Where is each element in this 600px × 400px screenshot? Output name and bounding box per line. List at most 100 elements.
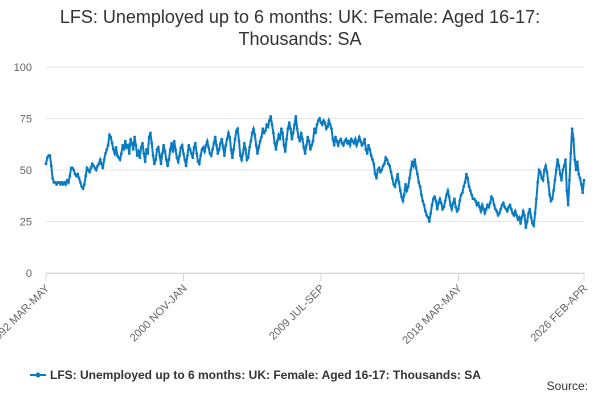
x-tick-label: 2026 FEB-APR [528, 283, 590, 345]
data-point [564, 158, 567, 162]
data-point [558, 172, 562, 176]
data-point [102, 158, 106, 162]
data-point [460, 191, 464, 195]
data-point [164, 158, 168, 162]
data-point [410, 160, 414, 164]
legend-label: LFS: Unemployed up to 6 months: UK: Fema… [50, 368, 481, 382]
data-point [523, 213, 526, 217]
data-point [386, 162, 390, 166]
data-point [562, 164, 566, 168]
data-point [230, 156, 234, 160]
data-point [215, 143, 218, 147]
data-point [195, 152, 199, 155]
x-tick-label: 2009 JUL-SEP [267, 283, 327, 343]
x-tick-label: 2000 NOV-JAN [128, 283, 190, 345]
data-point [504, 207, 508, 211]
data-point [409, 168, 413, 172]
data-point [568, 178, 571, 182]
data-point [207, 145, 210, 149]
data-point [75, 174, 78, 178]
data-point [376, 168, 380, 172]
data-point [487, 205, 491, 209]
data-point [246, 156, 250, 160]
data-point [457, 207, 460, 211]
data-point [244, 148, 248, 151]
data-point [442, 205, 446, 209]
data-point [228, 135, 232, 139]
data-point [520, 215, 524, 219]
data-point [472, 197, 476, 201]
data-point [166, 164, 170, 168]
data-point [109, 135, 113, 139]
data-point [188, 148, 192, 151]
y-tick-label: 75 [20, 114, 32, 126]
data-point [241, 152, 245, 155]
data-point [441, 207, 444, 211]
data-point [464, 172, 468, 176]
data-point [113, 152, 117, 155]
data-point [537, 168, 541, 172]
data-point [375, 176, 378, 180]
data-point [334, 135, 337, 139]
data-point [560, 178, 563, 182]
data-point [433, 195, 437, 199]
data-point [527, 211, 530, 215]
data-point [439, 201, 443, 205]
data-point [546, 180, 550, 184]
data-point [192, 145, 196, 149]
data-point [183, 158, 187, 162]
data-point [223, 154, 226, 157]
data-point [544, 164, 548, 168]
data-point [507, 205, 511, 209]
data-point [525, 220, 529, 223]
data-point [254, 143, 258, 147]
data-point [498, 211, 501, 215]
data-point [163, 150, 167, 153]
data-point [427, 220, 431, 223]
data-point [377, 166, 381, 170]
data-point [327, 119, 331, 122]
data-point [390, 176, 394, 180]
data-point [416, 172, 419, 176]
data-point [123, 139, 127, 143]
data-point [257, 145, 261, 149]
data-point [85, 166, 89, 170]
data-point [65, 178, 69, 182]
data-point [225, 137, 229, 141]
data-point [431, 197, 435, 201]
x-tick-label: 1992 MAR-MAY [0, 282, 53, 347]
data-point [135, 154, 139, 157]
data-point [72, 168, 76, 172]
data-point [208, 152, 212, 155]
data-point [404, 183, 407, 186]
data-point [356, 139, 360, 143]
data-point [414, 166, 418, 170]
data-point [437, 201, 440, 205]
data-point [295, 127, 299, 131]
data-point [104, 152, 107, 155]
data-point [468, 189, 472, 193]
data-point [459, 193, 463, 197]
data-point [577, 172, 581, 176]
data-point [88, 170, 92, 174]
data-point [172, 139, 176, 143]
data-point [500, 203, 504, 207]
data-point [137, 150, 140, 153]
data-point [190, 152, 193, 155]
data-point [101, 166, 105, 170]
data-point [574, 168, 578, 172]
data-point [484, 207, 488, 211]
data-point [364, 148, 368, 151]
data-point [579, 183, 583, 186]
data-point [332, 143, 336, 147]
data-point [505, 209, 509, 213]
data-point [253, 133, 257, 137]
data-point [532, 224, 536, 228]
data-point [262, 131, 266, 135]
data-point [298, 139, 302, 143]
data-point [379, 170, 382, 174]
data-point [565, 189, 569, 193]
data-point [549, 199, 553, 203]
data-point [556, 158, 559, 162]
data-point [372, 162, 376, 166]
